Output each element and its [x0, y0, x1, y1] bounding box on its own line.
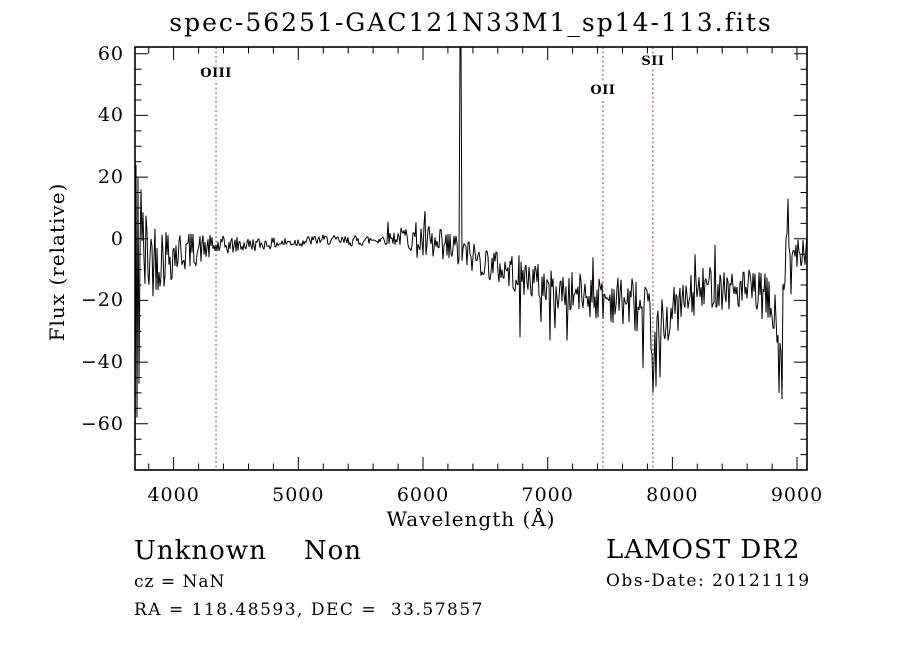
emission-line-label: SII [640, 54, 666, 69]
emission-line-label: OIII [199, 66, 233, 81]
spectrum-line [134, 46, 808, 455]
obs-date-text: Obs-Date: 20121119 [606, 571, 811, 591]
ra-dec-text: RA = 118.48593, DEC = 33.57857 [134, 600, 484, 620]
plot-title: spec-56251-GAC121N33M1_sp14-113.fits [169, 8, 773, 37]
y-tick-label: 20 [97, 166, 124, 189]
y-tick-label: −60 [80, 412, 124, 435]
x-tick-label: 5000 [272, 484, 325, 506]
x-tick-label: 7000 [521, 484, 574, 506]
y-tick-label: −40 [80, 351, 124, 374]
y-axis-label: Flux (relative) [45, 182, 69, 342]
y-tick-label: 0 [110, 227, 124, 250]
x-tick-label: 9000 [770, 484, 824, 506]
x-tick-label: 8000 [646, 484, 699, 506]
y-tick-label: 60 [97, 42, 124, 65]
x-tick-label: 6000 [396, 484, 450, 506]
plot-frame [134, 46, 808, 471]
y-tick-label: −20 [80, 289, 124, 312]
x-tick-label: 4000 [147, 484, 200, 506]
emission-line-label: OII [589, 83, 617, 98]
classification-text: Unknown Non [134, 536, 363, 566]
y-tick-label: 40 [97, 104, 124, 127]
survey-release-text: LAMOST DR2 [606, 535, 801, 565]
cz-text: cz = NaN [134, 572, 226, 592]
x-axis-label: Wavelength (Å) [386, 507, 556, 531]
